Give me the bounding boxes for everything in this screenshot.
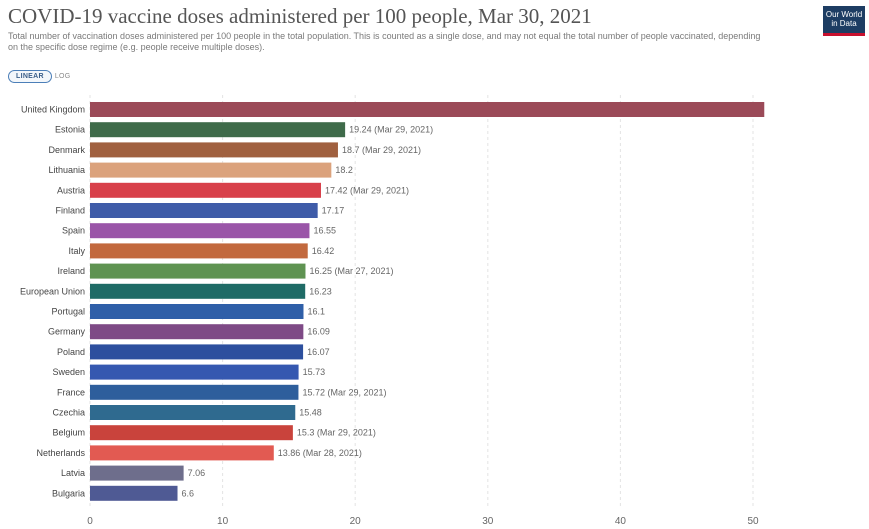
category-label: Bulgaria (52, 488, 85, 498)
bar[interactable] (90, 102, 765, 117)
bar-row[interactable]: European Union 16.23 (20, 283, 332, 299)
category-label: Latvia (61, 468, 85, 478)
bar[interactable] (90, 162, 332, 178)
bar-row[interactable]: Germany 16.09 (48, 324, 330, 340)
chart-title: COVID-19 vaccine doses administered per … (8, 4, 592, 28)
category-label: Spain (62, 226, 85, 236)
bar-row[interactable]: Bulgaria 6.6 (52, 485, 195, 501)
bars-group: United Kingdom 50.85 (Mar 29, 2021) Estoni… (20, 102, 866, 501)
bar[interactable] (90, 465, 184, 481)
bar[interactable] (90, 283, 306, 299)
scale-toggle: LINEAR LOG (8, 70, 74, 83)
x-tick-label: 30 (482, 516, 494, 527)
bar-row[interactable]: Austria 17.42 (Mar 29, 2021) (57, 182, 409, 198)
x-axis: 0 10 20 30 40 50 (87, 516, 759, 527)
bar[interactable] (90, 263, 306, 279)
bar-row[interactable]: Denmark 18.7 (Mar 29, 2021) (48, 142, 421, 158)
bar[interactable] (90, 384, 299, 400)
category-label: Netherlands (36, 448, 85, 458)
category-label: Italy (68, 246, 85, 256)
value-label: 17.17 (322, 206, 345, 216)
x-tick-label: 10 (217, 516, 229, 527)
value-label: 15.73 (303, 367, 326, 377)
value-label: 16.25 (Mar 27, 2021) (309, 266, 393, 276)
value-label: 16.23 (309, 286, 332, 296)
category-label: Poland (57, 347, 85, 357)
log-scale-button[interactable]: LOG (54, 73, 71, 80)
bar-row[interactable]: Ireland 16.25 (Mar 27, 2021) (57, 263, 394, 279)
bar[interactable] (90, 243, 308, 259)
x-tick-label: 50 (747, 516, 759, 527)
bar-row[interactable]: Spain 16.55 (62, 223, 336, 239)
bar[interactable] (90, 364, 299, 380)
value-label: 50.85 (Mar 29, 2021) (782, 105, 866, 115)
value-label: 15.72 (Mar 29, 2021) (302, 387, 386, 397)
bar-row[interactable]: Sweden 15.73 (52, 364, 326, 380)
bar[interactable] (90, 485, 178, 501)
x-tick-label: 0 (87, 516, 93, 527)
category-label: Belgium (52, 428, 85, 438)
bar[interactable] (90, 324, 304, 340)
category-label: Germany (48, 327, 86, 337)
bar[interactable] (90, 122, 346, 138)
bar-row[interactable]: Estonia 19.24 (Mar 29, 2021) (55, 122, 433, 138)
value-label: 16.07 (307, 347, 330, 357)
linear-scale-button[interactable]: LINEAR (8, 70, 52, 83)
value-label: 6.6 (182, 488, 195, 498)
category-label: European Union (20, 286, 85, 296)
category-label: Austria (57, 185, 85, 195)
value-label: 19.24 (Mar 29, 2021) (349, 125, 433, 135)
bar-chart: United Kingdom 50.85 (Mar 29, 2021) Estoni… (20, 95, 866, 527)
bar[interactable] (90, 425, 293, 441)
chart-subtitle: Total number of vaccination doses admini… (8, 31, 761, 52)
bar-row[interactable]: Italy 16.42 (68, 243, 335, 259)
bar-row[interactable]: Lithuania 18.2 (48, 162, 353, 178)
value-label: 17.42 (Mar 29, 2021) (325, 185, 409, 195)
value-label: 16.42 (312, 246, 335, 256)
bar[interactable] (90, 142, 338, 158)
bar-row[interactable]: Poland 16.07 (57, 344, 330, 360)
x-tick-label: 20 (350, 516, 362, 527)
value-label: 16.1 (307, 307, 325, 317)
value-label: 16.55 (313, 226, 336, 236)
value-label: 15.3 (Mar 29, 2021) (297, 428, 376, 438)
category-label: Sweden (52, 367, 85, 377)
bar-row[interactable]: Finland 17.17 (55, 203, 344, 218)
category-label: Estonia (55, 125, 85, 135)
category-label: Ireland (57, 266, 85, 276)
value-label: 18.2 (335, 165, 353, 175)
bar[interactable] (90, 405, 296, 420)
bar-row[interactable]: Czechia 15.48 (52, 405, 322, 420)
bar[interactable] (90, 344, 304, 360)
category-label: Portugal (51, 307, 85, 317)
bar-row[interactable]: France 15.72 (Mar 29, 2021) (57, 384, 387, 400)
logo-line-1: Our World (825, 10, 863, 19)
bar-row[interactable]: Netherlands 13.86 (Mar 28, 2021) (36, 445, 362, 461)
category-label: United Kingdom (21, 105, 85, 115)
bar[interactable] (90, 203, 318, 218)
category-label: Denmark (48, 145, 85, 155)
bar[interactable] (90, 445, 274, 461)
bar[interactable] (90, 182, 321, 198)
bar-row[interactable]: Belgium 15.3 (Mar 29, 2021) (52, 425, 376, 441)
value-label: 7.06 (188, 468, 206, 478)
value-label: 13.86 (Mar 28, 2021) (278, 448, 362, 458)
bar-row[interactable]: Portugal 16.1 (51, 304, 325, 319)
logo-line-2: in Data (831, 19, 857, 28)
bar-row[interactable]: Latvia 7.06 (61, 465, 206, 481)
value-label: 18.7 (Mar 29, 2021) (342, 145, 421, 155)
owid-logo[interactable]: Our World in Data (823, 6, 865, 36)
category-label: Czechia (52, 408, 85, 418)
value-label: 15.48 (299, 408, 322, 418)
value-label: 16.09 (307, 327, 330, 337)
bar[interactable] (90, 223, 310, 239)
bar[interactable] (90, 304, 304, 319)
x-tick-label: 40 (615, 516, 627, 527)
bar-row[interactable]: United Kingdom 50.85 (Mar 29, 2021) (21, 102, 866, 117)
category-label: Lithuania (48, 165, 85, 175)
category-label: France (57, 387, 85, 397)
category-label: Finland (55, 206, 85, 216)
